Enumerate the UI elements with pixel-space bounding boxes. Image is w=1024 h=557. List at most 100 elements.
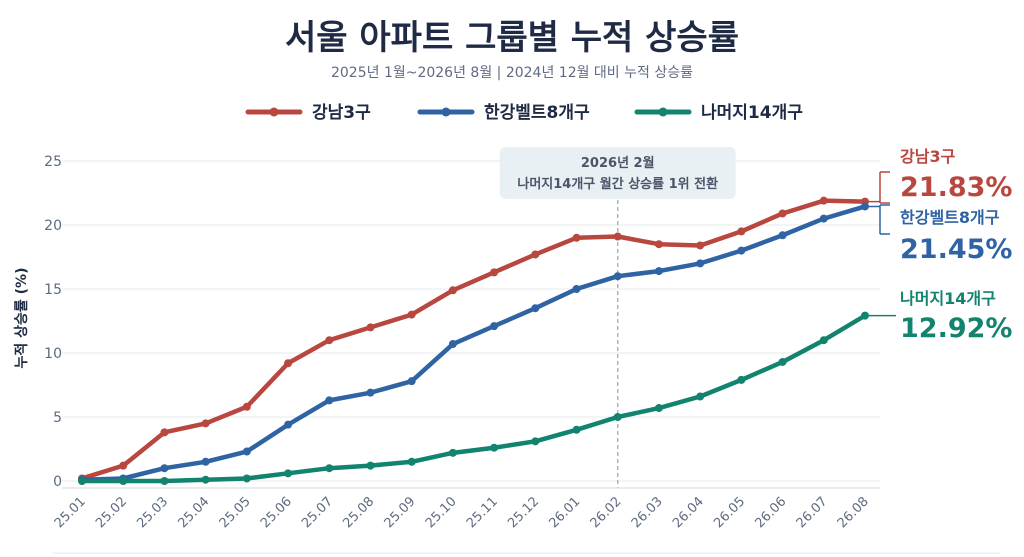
data-point-2	[778, 231, 787, 240]
data-point-1	[201, 419, 210, 428]
data-point-3	[737, 375, 746, 384]
series-line-3	[79, 313, 868, 484]
data-point-1	[325, 336, 334, 345]
chart-subtitle: 2025년 1월~2026년 8월 | 2024년 12월 대비 누적 상승률	[331, 65, 693, 81]
x-tick-label: 25.11	[464, 494, 501, 531]
data-point-1	[613, 232, 622, 241]
data-point-3	[861, 311, 869, 320]
data-point-2	[531, 304, 540, 313]
data-point-2	[613, 272, 622, 281]
x-tick-label: 25.05	[217, 494, 254, 531]
data-point-2	[737, 246, 746, 255]
y-tick-label: 25	[44, 154, 62, 170]
data-point-3	[201, 475, 210, 484]
data-point-1	[737, 227, 746, 236]
x-tick-label: 26.04	[670, 494, 707, 531]
annotation-box	[499, 147, 736, 199]
x-tick-label: 25.08	[340, 494, 377, 531]
data-point-3	[366, 461, 375, 470]
end-label-bracket	[866, 204, 890, 235]
data-point-3	[778, 357, 787, 366]
data-point-1	[531, 250, 540, 259]
x-tick-label: 26.05	[711, 494, 748, 531]
end-label-name: 한강벨트8개구	[900, 208, 1000, 227]
legend-marker	[269, 107, 279, 117]
end-label-name: 강남3구	[900, 147, 956, 166]
y-tick-label: 20	[44, 218, 62, 234]
data-point-3	[284, 469, 293, 478]
end-label-value: 21.45%	[900, 234, 1012, 265]
data-point-2	[160, 464, 169, 473]
x-tick-label: 25.04	[176, 494, 213, 531]
data-point-1	[819, 196, 828, 205]
data-point-3	[160, 477, 169, 485]
data-point-3	[572, 425, 581, 434]
x-tick-label: 25.03	[134, 494, 171, 531]
data-point-1	[654, 240, 663, 249]
x-tick-label: 26.01	[546, 494, 583, 531]
end-label-value: 21.83%	[900, 172, 1012, 203]
data-point-2	[819, 214, 828, 223]
data-point-1	[696, 241, 705, 250]
data-point-2	[490, 322, 499, 331]
chart-title: 서울 아파트 그룹별 누적 상승률	[285, 18, 739, 58]
legend-label: 한강벨트8개구	[484, 103, 590, 123]
data-point-3	[490, 443, 499, 452]
data-point-3	[654, 404, 663, 413]
x-tick-label: 26.02	[588, 494, 625, 531]
data-point-1	[407, 310, 416, 319]
y-tick-label: 0	[53, 474, 62, 490]
x-tick-label: 25.06	[258, 494, 295, 531]
y-tick-label: 10	[44, 346, 62, 362]
x-tick-label: 25.09	[382, 494, 419, 531]
x-tick-label: 26.06	[752, 494, 789, 531]
data-point-1	[572, 233, 581, 242]
annotation-text: 2026년 2월	[581, 155, 655, 171]
data-point-2	[366, 388, 375, 397]
data-point-1	[778, 209, 787, 218]
legend-marker	[658, 107, 668, 117]
data-point-3	[448, 448, 457, 457]
legend: 강남3구 한강벨트8개구 나머지14개구	[245, 103, 803, 123]
data-point-3	[613, 413, 622, 421]
data-point-1	[366, 323, 375, 332]
annotation-text: 나머지14개구 월간 상승률 1위 전환	[517, 176, 718, 192]
end-label-name: 나머지14개구	[900, 289, 996, 308]
data-point-1	[119, 461, 128, 470]
end-labels: 강남3구 21.83% 한강벨트8개구 21.45% 나머지14개구 12.92%	[866, 147, 1012, 344]
x-tick-label: 26.03	[629, 494, 666, 531]
data-point-3	[119, 477, 128, 485]
series-line-2	[79, 204, 868, 482]
legend-label: 강남3구	[312, 103, 371, 123]
data-point-3	[325, 464, 334, 473]
data-point-1	[160, 428, 169, 437]
data-point-1	[284, 359, 293, 368]
end-label-bracket	[866, 171, 890, 204]
data-point-2	[861, 202, 869, 211]
x-tick-label: 26.07	[794, 494, 831, 531]
data-point-1	[490, 268, 499, 277]
x-tick-label: 25.07	[299, 494, 336, 531]
data-point-2	[654, 267, 663, 276]
data-point-3	[531, 437, 540, 446]
y-tick-label: 15	[44, 282, 62, 298]
end-label-value: 12.92%	[900, 313, 1012, 344]
data-point-2	[284, 420, 293, 429]
data-point-1	[448, 286, 457, 295]
data-point-2	[696, 259, 705, 268]
data-point-3	[242, 474, 251, 483]
x-tick-label: 25.10	[423, 494, 460, 531]
data-point-2	[325, 396, 334, 405]
series-line-1	[79, 198, 868, 481]
data-point-2	[242, 447, 251, 456]
data-point-1	[242, 402, 251, 411]
grid	[62, 160, 880, 482]
data-point-3	[819, 336, 828, 345]
x-tick-label: 25.02	[93, 494, 130, 531]
data-point-3	[407, 457, 416, 466]
x-tick-label: 25.01	[52, 494, 89, 531]
y-axis-label: 누적 상승률 (%)	[13, 268, 30, 369]
